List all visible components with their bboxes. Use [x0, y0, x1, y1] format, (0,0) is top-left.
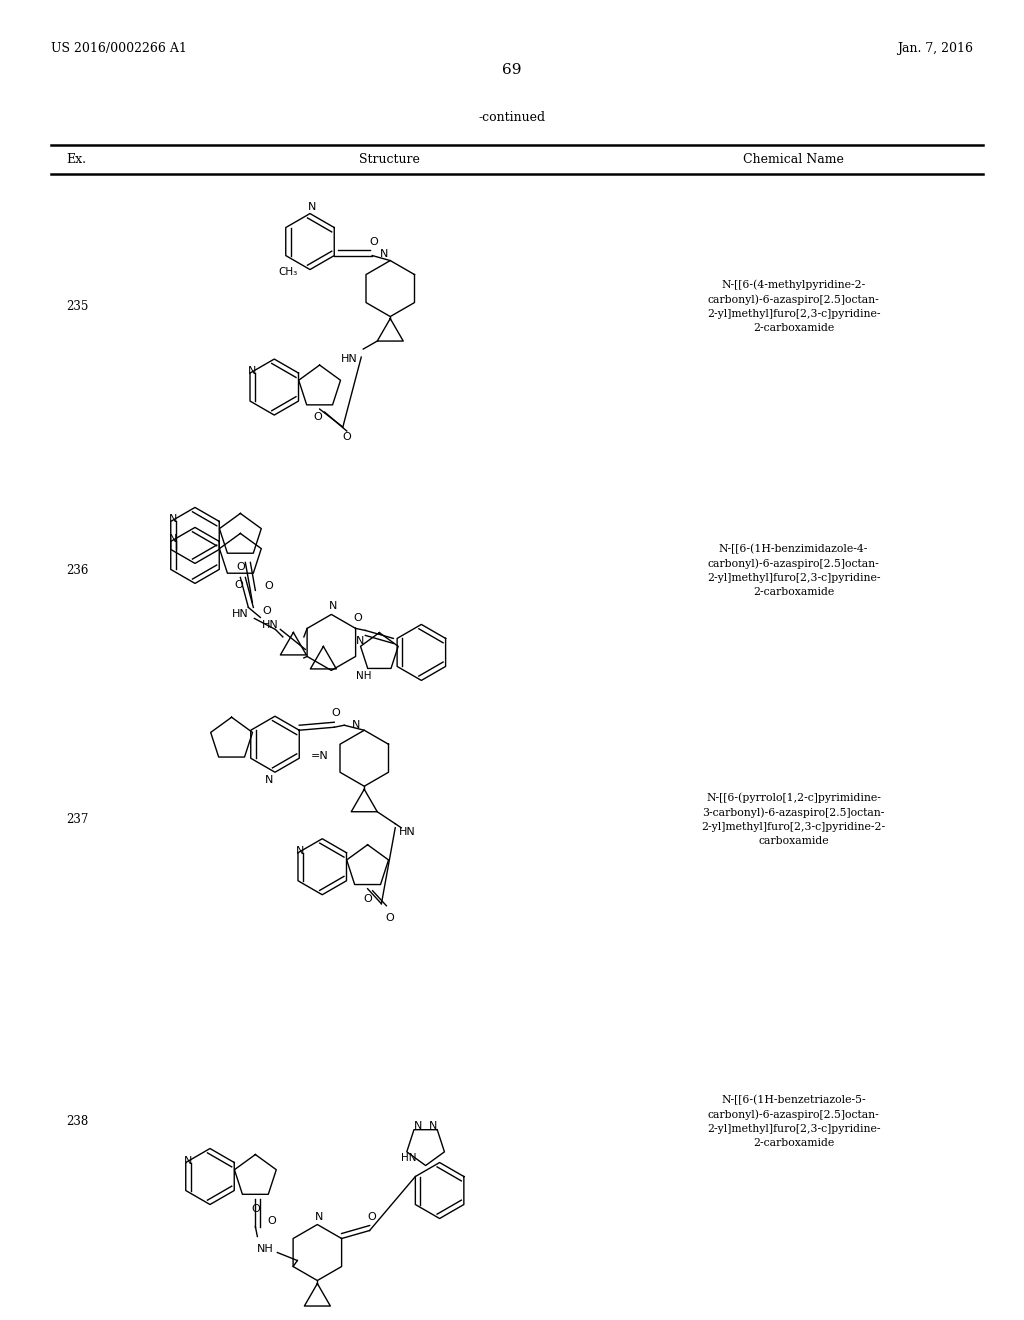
Text: N: N	[169, 535, 177, 544]
Text: HN: HN	[232, 610, 249, 619]
Text: O: O	[262, 606, 270, 616]
Text: N-[[6-(1H-benzetriazole-5-
carbonyl)-6-azaspiro[2.5]octan-
2-yl]methyl]furo[2,3-: N-[[6-(1H-benzetriazole-5- carbonyl)-6-a…	[707, 1094, 881, 1148]
Text: O: O	[370, 236, 379, 247]
Text: NH: NH	[257, 1243, 273, 1254]
Text: 236: 236	[67, 564, 89, 577]
Text: Structure: Structure	[358, 153, 420, 166]
Text: Jan. 7, 2016: Jan. 7, 2016	[897, 42, 973, 55]
Text: O: O	[236, 562, 245, 573]
Text: O: O	[342, 432, 351, 442]
Text: Chemical Name: Chemical Name	[743, 153, 844, 166]
Text: N: N	[169, 515, 177, 524]
Text: O: O	[368, 1212, 376, 1221]
Text: -continued: -continued	[478, 111, 546, 124]
Text: O: O	[364, 894, 372, 904]
Text: HN: HN	[401, 1152, 417, 1163]
Text: HN: HN	[399, 826, 416, 837]
Text: N: N	[308, 202, 316, 211]
Text: N: N	[248, 366, 256, 376]
Text: N: N	[265, 775, 273, 785]
Text: O: O	[234, 581, 243, 590]
Text: 235: 235	[67, 300, 89, 313]
Text: CH₃: CH₃	[279, 267, 298, 277]
Text: Ex.: Ex.	[67, 153, 87, 166]
Text: N-[[6-(1H-benzimidazole-4-
carbonyl)-6-azaspiro[2.5]octan-
2-yl]methyl]furo[2,3-: N-[[6-(1H-benzimidazole-4- carbonyl)-6-a…	[707, 544, 881, 597]
Text: HN: HN	[262, 620, 279, 631]
Text: N: N	[315, 1212, 324, 1221]
Text: 237: 237	[67, 813, 89, 826]
Text: N: N	[183, 1155, 191, 1166]
Text: N-[[6-(pyrrolo[1,2-c]pyrimidine-
3-carbonyl)-6-azaspiro[2.5]octan-
2-yl]methyl]f: N-[[6-(pyrrolo[1,2-c]pyrimidine- 3-carbo…	[701, 792, 886, 846]
Text: US 2016/0002266 A1: US 2016/0002266 A1	[51, 42, 187, 55]
Text: N: N	[414, 1121, 422, 1131]
Text: N: N	[296, 846, 304, 855]
Text: =N: =N	[311, 751, 329, 762]
Text: N: N	[356, 636, 365, 647]
Text: O: O	[267, 1216, 275, 1225]
Text: HN: HN	[341, 354, 357, 364]
Text: 238: 238	[67, 1115, 89, 1129]
Text: N: N	[429, 1121, 437, 1131]
Text: NH: NH	[356, 672, 372, 681]
Text: N: N	[380, 248, 389, 259]
Text: N: N	[329, 602, 338, 611]
Text: O: O	[385, 912, 394, 923]
Text: N-[[6-(4-methylpyridine-2-
carbonyl)-6-azaspiro[2.5]octan-
2-yl]methyl]furo[2,3-: N-[[6-(4-methylpyridine-2- carbonyl)-6-a…	[707, 280, 881, 333]
Text: O: O	[313, 412, 322, 422]
Text: O: O	[332, 709, 341, 718]
Text: O: O	[353, 614, 361, 623]
Text: O: O	[264, 581, 272, 591]
Text: O: O	[251, 1204, 260, 1213]
Text: 69: 69	[502, 63, 522, 78]
Text: N: N	[352, 721, 360, 730]
